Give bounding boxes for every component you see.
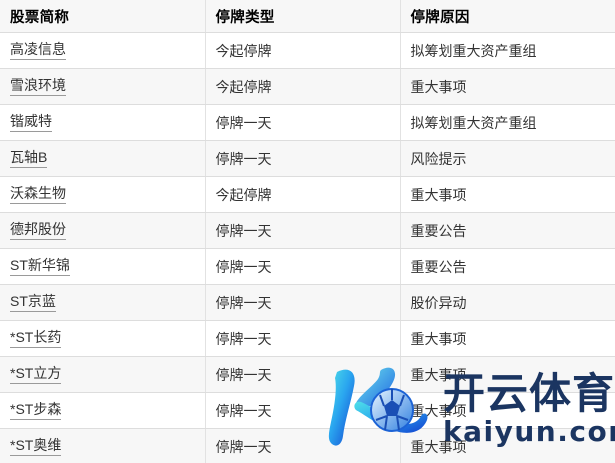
cell-stock-name: ST新华锦 [0,248,206,285]
stock-name-link[interactable]: 高凌信息 [10,41,66,60]
stock-name-link[interactable]: 德邦股份 [10,221,66,240]
cell-halt-type: 停牌一天 [205,140,401,177]
cell-halt-type: 停牌一天 [205,428,401,463]
stock-name-link[interactable]: 锴威特 [10,113,52,132]
cell-halt-type: 今起停牌 [205,68,401,105]
table-row: *ST奥维 停牌一天 重大事项 [0,428,615,463]
stock-name-link[interactable]: *ST长药 [10,329,62,348]
stock-name-link[interactable]: ST新华锦 [10,257,70,276]
table-row: 高凌信息 今起停牌 拟筹划重大资产重组 [0,32,615,69]
cell-stock-name: *ST步森 [0,392,206,429]
stock-name-link[interactable]: *ST立方 [10,365,62,384]
cell-stock-name: 锴威特 [0,104,206,141]
table-row: 德邦股份 停牌一天 重要公告 [0,212,615,249]
table-row: *ST长药 停牌一天 重大事项 [0,320,615,357]
cell-stock-name: 沃森生物 [0,176,206,213]
cell-halt-reason: 重大事项 [400,356,615,393]
column-header-stock-name: 股票简称 [0,0,206,33]
cell-stock-name: ST京蓝 [0,284,206,321]
table-header: 股票简称 停牌类型 停牌原因 [0,0,615,33]
cell-stock-name: 高凌信息 [0,32,206,69]
cell-halt-type: 停牌一天 [205,356,401,393]
cell-halt-type: 今起停牌 [205,176,401,213]
cell-halt-reason: 股价异动 [400,284,615,321]
cell-halt-reason: 重要公告 [400,248,615,285]
cell-stock-name: 雪浪环境 [0,68,206,105]
table-row: *ST步森 停牌一天 重大事项 [0,392,615,429]
cell-halt-reason: 重大事项 [400,176,615,213]
cell-halt-reason: 拟筹划重大资产重组 [400,32,615,69]
table-row: *ST立方 停牌一天 重大事项 [0,356,615,393]
table-row: 雪浪环境 今起停牌 重大事项 [0,68,615,105]
stock-name-link[interactable]: *ST奥维 [10,437,62,456]
table-row: 沃森生物 今起停牌 重大事项 [0,176,615,213]
cell-halt-type: 今起停牌 [205,32,401,69]
table-body: 高凌信息 今起停牌 拟筹划重大资产重组 雪浪环境 今起停牌 重大事项 锴威特 停牌一天 拟筹划重… [0,32,615,463]
cell-halt-reason: 拟筹划重大资产重组 [400,104,615,141]
cell-stock-name: *ST长药 [0,320,206,357]
cell-halt-type: 停牌一天 [205,320,401,357]
stock-name-link[interactable]: *ST步森 [10,401,62,420]
table-row: 瓦轴B 停牌一天 风险提示 [0,140,615,177]
stock-name-link[interactable]: 瓦轴B [10,149,48,168]
cell-halt-reason: 重大事项 [400,320,615,357]
cell-stock-name: 德邦股份 [0,212,206,249]
stock-name-link[interactable]: 沃森生物 [10,185,66,204]
cell-halt-type: 停牌一天 [205,212,401,249]
column-header-halt-reason: 停牌原因 [400,0,615,33]
cell-stock-name: *ST奥维 [0,428,206,463]
cell-halt-type: 停牌一天 [205,248,401,285]
cell-halt-reason: 重要公告 [400,212,615,249]
cell-halt-reason: 风险提示 [400,140,615,177]
table-row: 锴威特 停牌一天 拟筹划重大资产重组 [0,104,615,141]
cell-halt-type: 停牌一天 [205,392,401,429]
cell-halt-type: 停牌一天 [205,104,401,141]
table-header-row: 股票简称 停牌类型 停牌原因 [0,0,615,33]
table-row: ST京蓝 停牌一天 股价异动 [0,284,615,321]
cell-stock-name: *ST立方 [0,356,206,393]
table-row: ST新华锦 停牌一天 重要公告 [0,248,615,285]
cell-halt-reason: 重大事项 [400,68,615,105]
stock-name-link[interactable]: 雪浪环境 [10,77,66,96]
stock-name-link[interactable]: ST京蓝 [10,293,56,312]
cell-halt-reason: 重大事项 [400,392,615,429]
cell-stock-name: 瓦轴B [0,140,206,177]
cell-halt-reason: 重大事项 [400,428,615,463]
column-header-halt-type: 停牌类型 [205,0,401,33]
cell-halt-type: 停牌一天 [205,284,401,321]
